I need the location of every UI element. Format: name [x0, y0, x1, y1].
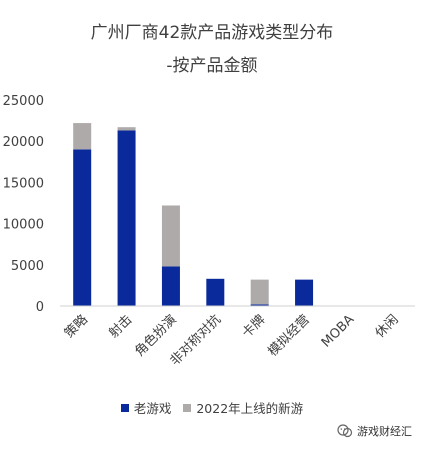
- x-tick-label-4: 卡牌: [239, 312, 269, 342]
- bar-new-1: [117, 127, 136, 131]
- x-tick-label-7: 休闲: [373, 312, 402, 341]
- bar-new-4: [250, 279, 269, 305]
- legend-label-new-games: 2022年上线的新游: [196, 401, 304, 416]
- legend-item-new-games: 2022年上线的新游: [183, 398, 303, 417]
- x-tick-label-6: MOBA: [319, 312, 357, 350]
- x-tick-label-0: 策略: [61, 312, 91, 342]
- y-tick-label-5: 25000: [3, 94, 44, 109]
- y-tick-label-3: 15000: [3, 176, 44, 191]
- y-tick-label-1: 5000: [11, 259, 44, 274]
- x-tick-label-1: 射击: [106, 312, 136, 342]
- legend-label-old-games: 老游戏: [133, 401, 172, 416]
- legend-swatch-new-games: [183, 403, 192, 412]
- bar-old-0: [73, 149, 92, 306]
- y-tick-label-2: 10000: [3, 218, 44, 233]
- wechat-official-account-icon: [337, 424, 353, 438]
- watermark: 游戏财经汇: [337, 423, 412, 439]
- y-tick-label-4: 20000: [3, 135, 44, 150]
- bar-new-0: [73, 123, 92, 150]
- chart-title: 广州厂商42款产品游戏类型分布: [90, 23, 334, 43]
- bar-new-2: [161, 205, 180, 267]
- bar-old-4: [250, 304, 269, 306]
- bar-old-2: [161, 266, 180, 306]
- watermark-text: 游戏财经汇: [357, 425, 412, 438]
- bar-old-3: [206, 278, 225, 306]
- legend-item-old-games: 老游戏: [120, 398, 172, 417]
- bar-old-1: [117, 130, 136, 306]
- x-tick-label-5: 模拟经营: [266, 312, 313, 359]
- bar-old-5: [295, 279, 314, 306]
- y-tick-label-0: 0: [36, 300, 44, 315]
- chart-legend: 老游戏 2022年上线的新游: [0, 398, 424, 417]
- chart-subtitle: -按产品金额: [166, 56, 258, 76]
- legend-swatch-old-games: [120, 403, 129, 412]
